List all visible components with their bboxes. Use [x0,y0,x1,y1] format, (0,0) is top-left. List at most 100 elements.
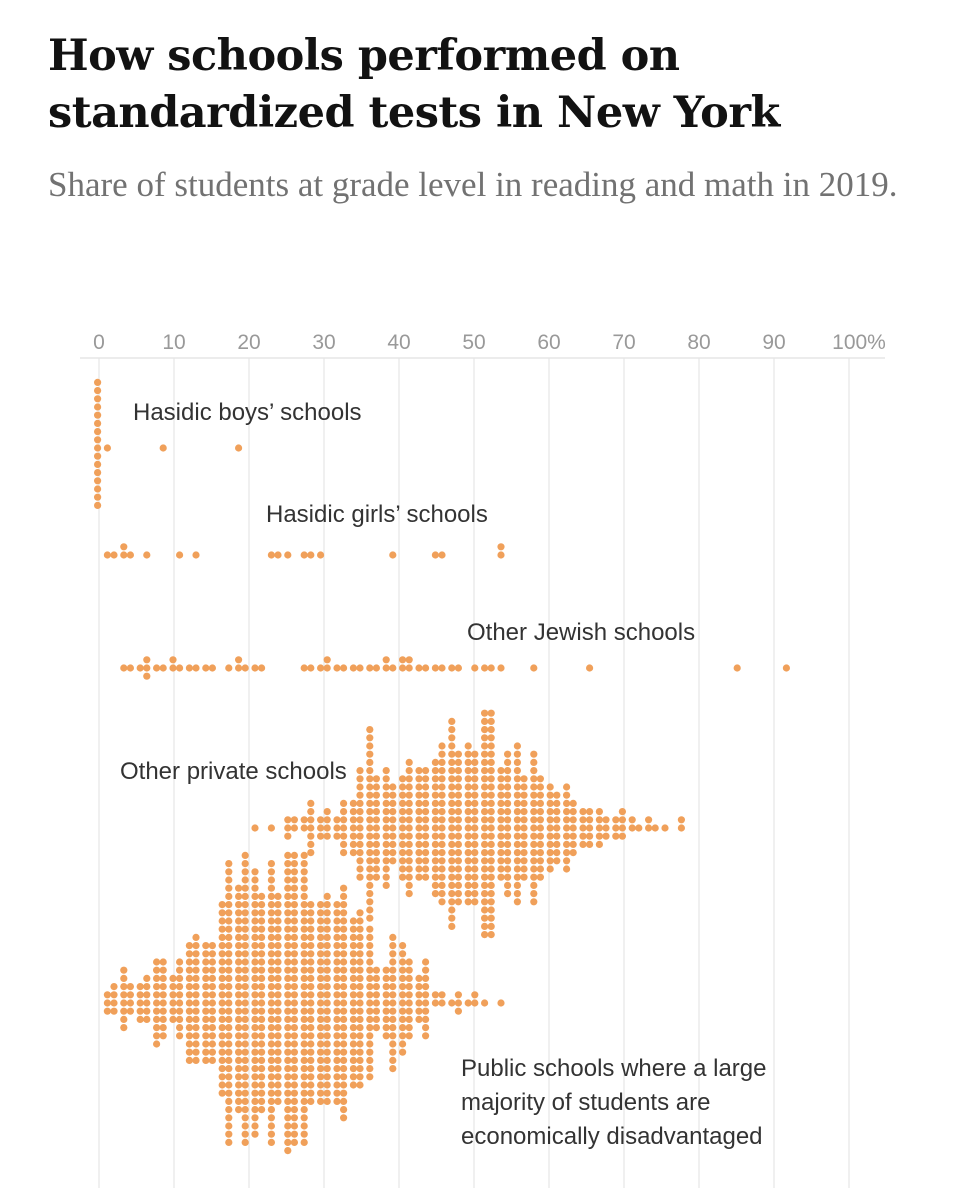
data-point [366,832,374,840]
data-point [579,824,587,832]
data-point [382,991,390,999]
data-point [389,966,397,974]
data-point [241,876,249,884]
data-point [356,1073,364,1081]
data-point [586,808,594,816]
data-point [317,933,325,942]
data-point [235,933,243,942]
data-point [481,840,489,849]
data-point [235,1056,243,1064]
data-point [333,917,341,925]
data-point [274,966,282,974]
data-point [448,922,456,931]
data-point [267,1065,275,1073]
data-point [143,991,151,999]
data-point [438,991,446,999]
data-point [372,966,380,974]
data-point [448,865,456,873]
data-point [415,974,423,983]
data-point [317,999,325,1007]
data-point [481,865,489,873]
data-point [405,808,413,816]
data-point [136,999,144,1007]
data-point [94,477,102,485]
data-point [471,824,479,832]
data-point [520,808,528,816]
data-point [340,991,348,999]
data-point [366,950,374,958]
data-point [487,881,495,890]
data-point [274,892,282,901]
data-point [323,1073,331,1081]
data-point [513,808,522,816]
data-point [284,1114,292,1122]
x-tick-label-90: 90 [762,331,785,354]
data-point [586,840,594,849]
data-point [487,890,495,898]
data-point [241,664,249,672]
data-point [241,884,249,892]
data-point [536,857,545,865]
data-point [284,1122,292,1130]
data-point [471,832,479,840]
data-point [415,799,423,808]
data-point [169,1015,177,1024]
data-point [389,1040,397,1048]
data-point [251,868,259,876]
data-point [323,1056,331,1064]
data-point [422,783,430,791]
data-point [218,1024,226,1032]
data-point [169,656,177,664]
data-point [399,791,407,799]
data-point [389,933,397,942]
data-point [225,1048,233,1056]
data-point [471,898,479,906]
data-point [323,656,331,664]
data-point [579,832,587,840]
data-point [218,950,226,958]
data-point [513,767,522,775]
data-point [241,1089,249,1097]
data-point [563,840,571,849]
data-point [586,816,594,824]
data-point [356,816,364,824]
data-point [225,925,233,933]
data-point [372,799,380,808]
data-point [340,1015,348,1024]
data-point [241,868,249,876]
data-point [399,950,407,958]
data-point [612,816,620,824]
data-point [159,958,167,966]
data-point [258,958,266,966]
data-point [487,865,495,873]
data-point [366,974,374,983]
data-point [546,865,554,873]
data-point [340,832,348,840]
data-point [471,840,479,849]
data-point [103,991,111,999]
data-point [290,1048,298,1056]
data-point [208,1015,216,1024]
data-point [481,890,489,898]
data-point [218,901,226,909]
data-point [513,840,522,849]
data-point [340,942,348,950]
data-point [422,808,430,816]
data-point [382,1024,390,1032]
data-point [251,958,259,966]
data-point [267,1106,275,1114]
data-point [382,840,390,849]
data-point [366,824,374,832]
data-point [251,1081,259,1089]
data-point [431,824,439,832]
data-point [185,1056,193,1064]
data-point [448,898,456,906]
data-point [399,974,407,983]
data-point [340,1056,348,1064]
data-point [530,824,538,832]
data-point [267,1130,275,1138]
data-point [120,974,128,983]
data-point [349,1040,357,1048]
data-point [218,1081,226,1089]
data-point [399,1024,407,1032]
